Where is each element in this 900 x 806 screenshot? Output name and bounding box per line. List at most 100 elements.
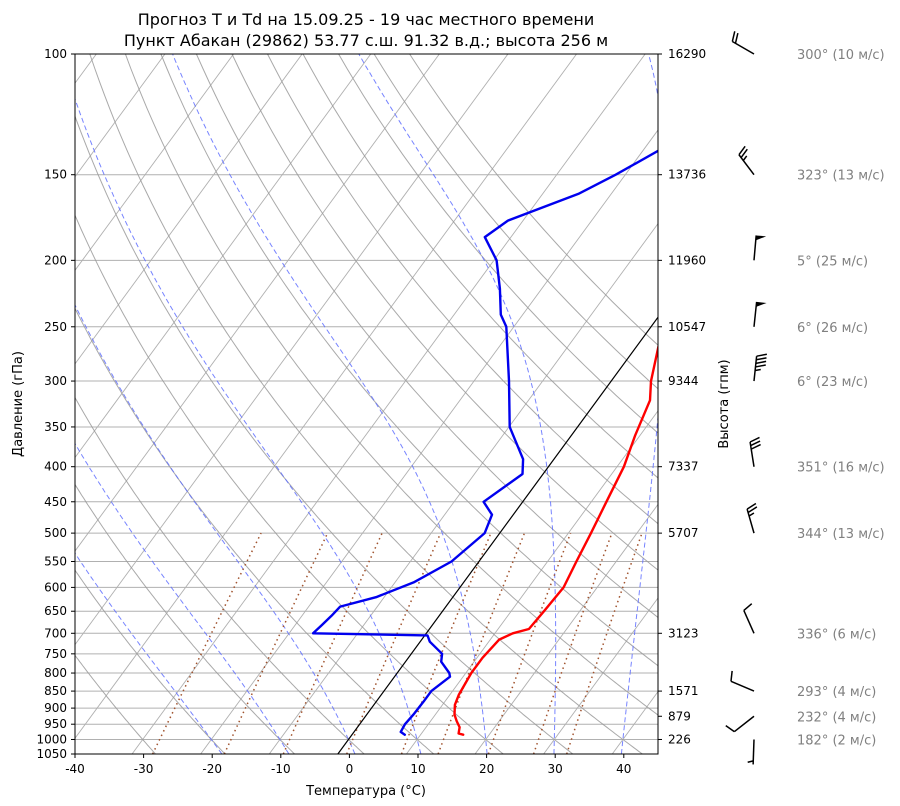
pressure-tick-label: 650 [44,604,67,618]
barb-flag [750,440,761,447]
x-tick-label: 30 [548,762,563,776]
mixing-ratio-line [437,532,526,754]
barb-shaft [753,235,757,261]
zero-isotherm [337,316,658,754]
barb-pennant [755,235,767,241]
isotherm-lines [75,54,900,754]
pressure-tick-label: 600 [44,580,67,594]
height-axis-label: Высота (гпм) [717,359,732,448]
x-axis-label: Температура (°C) [305,784,426,799]
pressure-tick-label: 900 [44,701,67,715]
wind-label: 351° (16 м/с) [797,461,885,476]
height-tick-label: 9344 [668,374,699,388]
pressure-tick-label: 1050 [36,747,67,761]
dry-adiabat-line [195,54,658,619]
isotherm-line [75,54,303,365]
barb-flag [743,603,753,612]
wind-barb: 300° (10 м/с) [731,31,885,63]
wind-label: 336° (6 м/с) [797,627,876,642]
mixing-ratio-line [400,532,492,754]
dry-adiabat-line [373,54,658,390]
barb-shaft [733,715,755,733]
pressure-axis: 100 150 200 250 300 350 400 450 500 550 600 650 700 7… [36,47,75,761]
barb-shaft [746,508,755,534]
dry-adiabat-line [409,54,658,346]
wind-barb: 5° (25 м/с) [753,235,868,269]
wind-label: 323° (13 м/с) [797,169,885,184]
pressure-tick-label: 500 [44,526,67,540]
height-tick-label: 16290 [668,47,706,61]
pressure-tick-label: 550 [44,555,67,569]
x-tick-label: 20 [479,762,494,776]
barb-half-flag [754,368,761,372]
wind-label: 232° (4 м/с) [797,710,876,725]
pressure-tick-label: 350 [44,420,67,434]
barb-shaft [753,356,758,382]
chart-title-line2: Пункт Абакан (29862) 53.77 с.ш. 91.32 в.… [124,31,608,50]
dry-adiabat-line [302,54,658,479]
isotherm-line [200,129,658,754]
dry-adiabat-line [75,114,574,754]
height-tick-label: 226 [668,732,691,746]
barb-flag [746,502,757,510]
isotherm-line [681,54,900,754]
dry-adiabat-line [338,54,658,434]
isotherm-line [75,54,577,740]
dry-adiabat-line [267,54,658,525]
wind-label: 293° (4 м/с) [797,685,876,700]
barb-shaft [749,441,755,467]
barb-half-flag [748,512,755,517]
isotherm-line [406,410,658,754]
dry-adiabat-lines [75,54,658,754]
wind-barb: 336° (6 м/с) [743,603,876,642]
dry-adiabat-line [75,654,156,754]
pressure-tick-label: 450 [44,495,67,509]
x-axis: -40 -30 -20 -10 0 10 20 30 40 [65,754,631,776]
x-tick-label: -20 [202,762,222,776]
pressure-tick-label: 700 [44,626,67,640]
barb-shaft [730,680,755,692]
barb-flag [731,31,736,42]
dry-adiabat-line [75,396,365,754]
barb-flag [738,145,746,156]
wind-barb: 323° (13 м/с) [738,145,885,184]
barb-pennant [756,301,767,307]
pressure-tick-label: 100 [44,47,67,61]
wind-profile: 300° (10 м/с) 323° (13 м/с) 5° (25 м/с) 6° … [725,31,885,765]
isotherm-line [474,503,658,754]
barb-flag [725,725,735,733]
isotherm-line [543,597,658,754]
pressure-tick-label: 800 [44,666,67,680]
height-axis: 16290 13736 11960 10547 9344 7337 5707 3123 1571… [658,47,706,746]
moist-adiabat-line [172,54,488,754]
barb-flag [756,357,767,361]
barb-half-flag [747,760,754,763]
mixing-ratio-line [151,532,262,754]
isotherm-line [75,54,372,459]
dry-adiabat-line [231,54,658,571]
barb-flag [755,364,766,368]
wind-label: 5° (25 м/с) [797,254,868,269]
barb-shaft [752,739,755,765]
x-tick-label: -40 [65,762,85,776]
profile-series [311,149,658,736]
barb-flag [734,32,739,44]
mixing-ratio-line [346,532,442,754]
wind-barb: 6° (23 м/с) [753,353,868,390]
height-tick-label: 5707 [668,526,699,540]
x-tick-label: 0 [346,762,354,776]
pressure-tick-label: 150 [44,168,67,182]
pressure-tick-label: 400 [44,460,67,474]
moist-adiabat-line [75,303,356,754]
chart-title-line1: Прогноз T и Td на 15.09.25 - 19 час мест… [138,10,594,29]
mixing-ratio-lines [151,532,643,754]
barb-shaft [731,40,755,55]
moist-adiabat-line [620,54,658,754]
barb-shaft [743,610,755,634]
dewpoint-line [311,149,658,736]
mixing-ratio-line [565,532,643,754]
plot-frame [74,53,659,755]
dry-adiabat-line [75,569,226,754]
dry-adiabat-line [75,307,435,754]
isotherm-line [75,54,234,272]
